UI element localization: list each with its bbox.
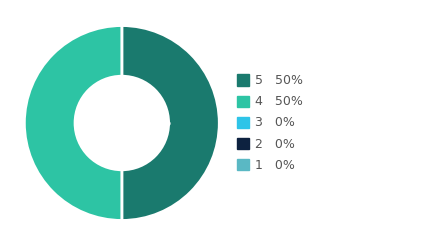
Text: 50%: 50% — [141, 117, 171, 129]
Wedge shape — [122, 26, 219, 220]
Legend: 5   50%, 4   50%, 3   0%, 2   0%, 1   0%: 5 50%, 4 50%, 3 0%, 2 0%, 1 0% — [237, 74, 303, 172]
Wedge shape — [24, 26, 122, 220]
Text: 50%: 50% — [73, 117, 103, 129]
